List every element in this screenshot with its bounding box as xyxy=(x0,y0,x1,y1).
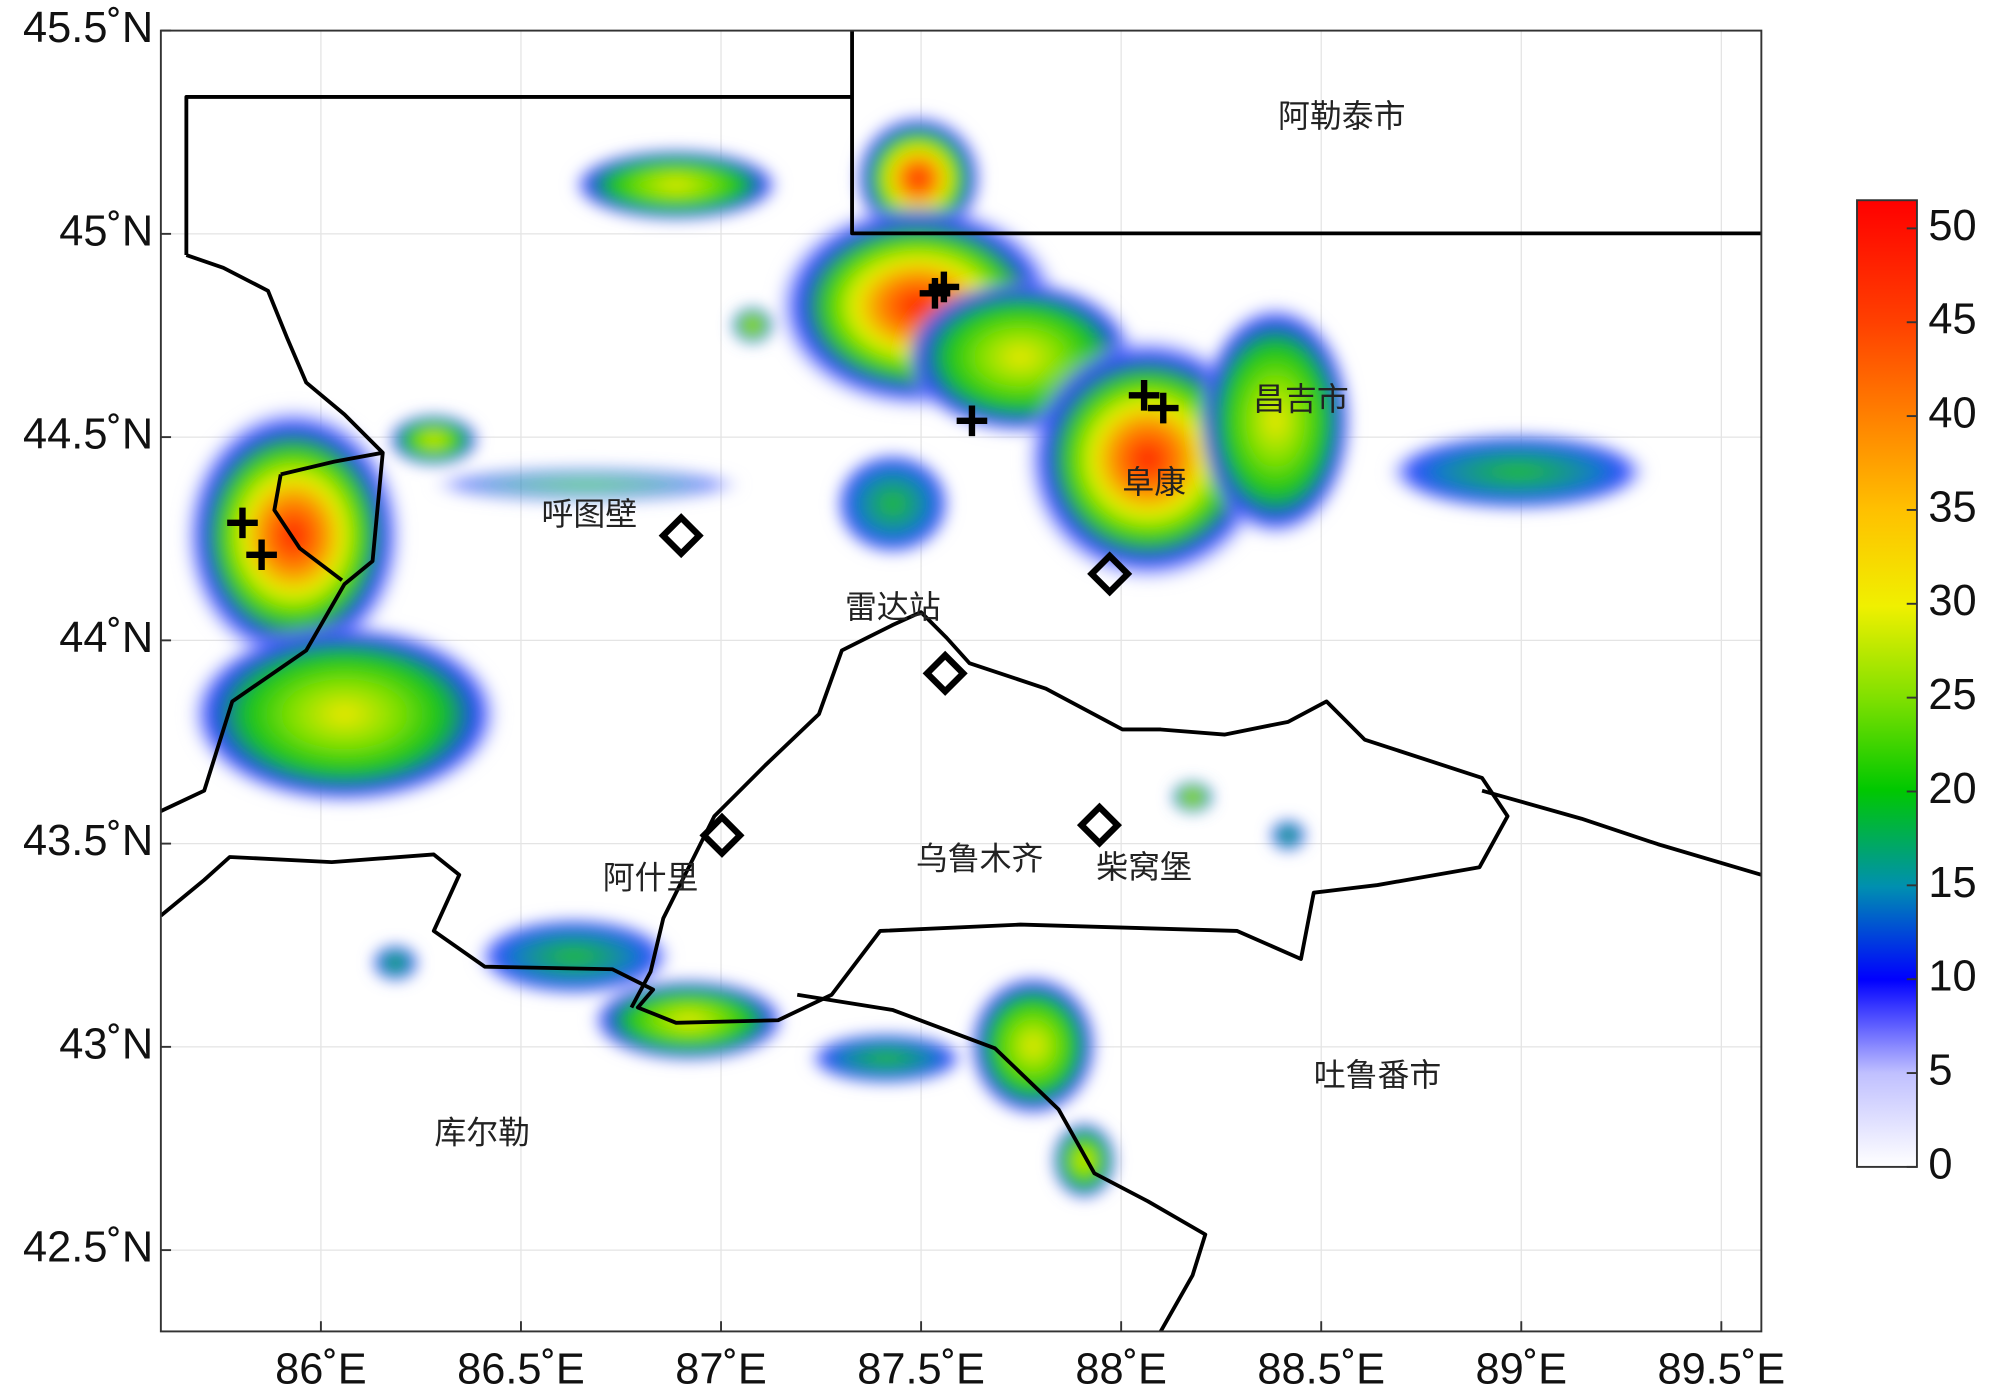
x-tick-label: 87.5˚E xyxy=(857,1346,985,1394)
place-label: 阜康 xyxy=(1122,463,1186,501)
radar-echoes xyxy=(185,114,1646,1199)
place-label: 昌吉市 xyxy=(1253,380,1349,418)
colorbar-tick-label: 40 xyxy=(1928,390,1976,438)
echo xyxy=(191,624,498,804)
colorbar-tick-label: 25 xyxy=(1928,671,1976,719)
echo xyxy=(732,307,773,344)
place-label: 阿勒泰市 xyxy=(1278,97,1406,135)
colorbar-tick-label: 5 xyxy=(1928,1046,1952,1094)
x-tick-label: 87˚E xyxy=(675,1346,767,1394)
echo xyxy=(969,975,1097,1116)
boundary xyxy=(160,610,1510,1025)
station-marker xyxy=(1087,551,1133,597)
x-tick-label: 89.5˚E xyxy=(1657,1346,1785,1394)
place-label: 阿什里 xyxy=(603,858,699,896)
colorbar-tick-label: 45 xyxy=(1928,296,1976,344)
y-tick-label: 43.5˚N xyxy=(23,817,153,865)
station-marker xyxy=(922,650,968,696)
y-tick-label: 45.5˚N xyxy=(23,4,153,52)
x-tick-label: 89˚E xyxy=(1475,1346,1567,1394)
echo xyxy=(835,452,951,555)
y-tick-label: 43˚N xyxy=(59,1020,153,1068)
place-label: 呼图壁 xyxy=(542,495,638,533)
axes: 86˚E 86.5˚E 87˚E 87.5˚E 88˚E 88.5˚E 89˚E 89.5˚E… xyxy=(23,4,1977,1394)
colorbar-tick-label: 20 xyxy=(1928,765,1976,813)
place-label: 雷达站 xyxy=(845,588,941,626)
echo xyxy=(1390,433,1646,511)
y-tick-label: 44.5˚N xyxy=(23,411,153,459)
x-tick-label: 88.5˚E xyxy=(1257,1346,1385,1394)
echo xyxy=(574,149,779,221)
hail-marker xyxy=(227,271,1179,571)
boundaries xyxy=(160,30,1762,1332)
boundary xyxy=(1481,788,1762,877)
colorbar-tick-label: 10 xyxy=(1928,953,1976,1001)
place-label: 柴窝堡 xyxy=(1096,848,1192,886)
echo xyxy=(1270,820,1307,851)
boundary xyxy=(796,992,1208,1332)
boundary xyxy=(272,450,384,582)
y-tick-label: 45˚N xyxy=(59,207,153,255)
place-label: 库尔勒 xyxy=(434,1114,530,1152)
plot-frame xyxy=(159,29,1763,1333)
echo xyxy=(389,414,479,466)
y-tick-label: 42.5˚N xyxy=(23,1224,153,1272)
echo xyxy=(1198,306,1352,536)
markers xyxy=(227,271,1179,858)
place-label: 乌鲁木齐 xyxy=(916,839,1044,877)
echo xyxy=(1052,1122,1117,1199)
echo xyxy=(809,1032,964,1085)
colorbar-tick-label: 15 xyxy=(1928,859,1976,907)
place-label: 吐鲁番市 xyxy=(1314,1056,1442,1094)
station-marker xyxy=(1076,802,1123,848)
colorbar-tick-label: 0 xyxy=(1928,1140,1952,1188)
boundary xyxy=(184,30,1762,256)
echo xyxy=(372,944,419,981)
x-tick-label: 86.5˚E xyxy=(457,1346,585,1394)
colorbar xyxy=(1856,199,1918,1168)
echo xyxy=(593,979,785,1062)
station-marker xyxy=(699,812,745,858)
echo xyxy=(1172,781,1213,813)
colorbar-tick-label: 50 xyxy=(1928,202,1976,250)
y-tick-label: 44˚N xyxy=(59,614,153,662)
x-tick-label: 88˚E xyxy=(1075,1346,1167,1394)
station-marker xyxy=(658,513,704,559)
colorbar-tick-label: 35 xyxy=(1928,483,1976,531)
echo xyxy=(433,466,740,503)
colorbar-tick-label: 30 xyxy=(1928,577,1976,625)
x-tick-label: 86˚E xyxy=(275,1346,367,1394)
